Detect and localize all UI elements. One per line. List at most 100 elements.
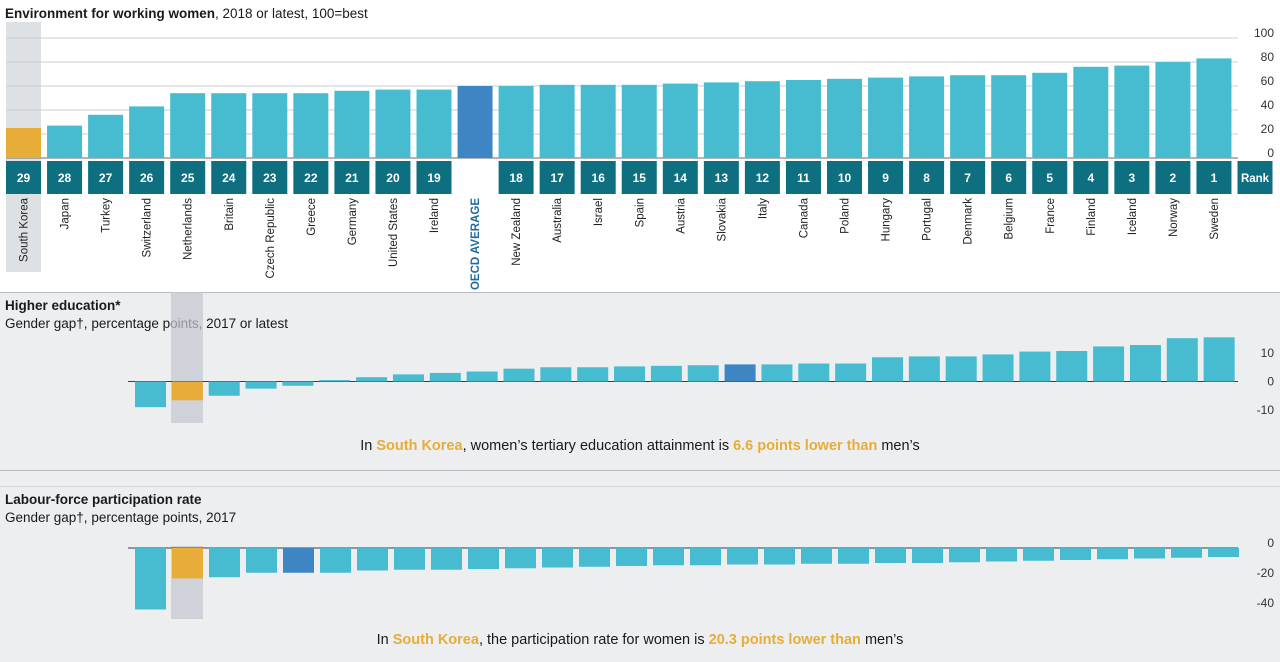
rank-box: [6, 161, 41, 194]
higher-education-panel: Higher education* Gender gap†, percentag…: [0, 292, 1280, 470]
bar: [798, 363, 830, 382]
rank-box: [1114, 161, 1150, 194]
y-tick-label: -10: [1257, 403, 1275, 417]
rank-box: [334, 161, 370, 194]
rank-label: 2: [1170, 171, 1177, 185]
category-label: OECD AVERAGE: [470, 198, 482, 290]
bar: [908, 356, 940, 382]
bar: [170, 93, 206, 158]
rank-label: 25: [181, 171, 195, 185]
y-tick-label: 20: [1261, 122, 1275, 136]
category-label: Spain: [634, 198, 646, 227]
category-label: France: [1045, 198, 1057, 234]
rank-box: [909, 161, 945, 194]
y-tick-label: 100: [1254, 26, 1274, 40]
category-label: Denmark: [963, 198, 975, 245]
labour-note: In South Korea, the participation rate f…: [376, 632, 904, 648]
bar: [1019, 351, 1051, 382]
y-tick-label: 0: [1267, 536, 1274, 550]
labour-force-panel: Labour-force participation rate Gender g…: [0, 470, 1280, 662]
bar: [687, 365, 719, 382]
rank-box: [47, 161, 83, 194]
rank-label: 7: [964, 171, 971, 185]
rank-label: 23: [263, 171, 277, 185]
bar: [827, 78, 862, 158]
rank-box: [416, 161, 452, 194]
category-label: Austria: [675, 197, 687, 233]
rank-label: 20: [386, 171, 400, 185]
rank-label: 26: [140, 171, 154, 185]
y-tick-label: 60: [1261, 74, 1275, 88]
bar: [498, 86, 534, 158]
bar: [171, 381, 203, 401]
rank-label: 27: [99, 171, 113, 185]
category-label: Portugal: [922, 198, 934, 241]
rank-box: [170, 161, 206, 194]
rank-box: [744, 161, 780, 194]
chart1-title: Environment for working women, 2018 or l…: [5, 6, 368, 21]
bar: [1129, 345, 1161, 382]
bar: [872, 357, 903, 382]
rank-label: 6: [1005, 171, 1012, 185]
rank-box: [950, 161, 986, 194]
bar: [356, 377, 388, 382]
rank-box: [1155, 161, 1191, 194]
y-tick-label: -40: [1257, 596, 1275, 610]
bar: [135, 381, 166, 408]
bar: [6, 128, 41, 158]
bar: [505, 548, 536, 569]
y-tick-label: 0: [1267, 146, 1274, 160]
rank-box: [827, 161, 862, 194]
bar: [466, 371, 498, 382]
rank-box: [211, 161, 247, 194]
category-label: New Zealand: [511, 198, 523, 266]
bar: [392, 374, 424, 382]
rank-label: 21: [345, 171, 359, 185]
rank-label: 11: [797, 171, 810, 185]
bar: [283, 548, 314, 573]
category-label: Hungary: [881, 198, 893, 242]
bar: [986, 548, 1017, 562]
bar: [577, 367, 609, 382]
bar: [662, 83, 698, 158]
rank-label: 5: [1046, 171, 1053, 185]
category-label: Norway: [1168, 198, 1180, 237]
bar: [838, 548, 869, 564]
bar: [320, 548, 351, 573]
bar: [1060, 548, 1091, 560]
bar: [982, 354, 1014, 382]
bar: [208, 381, 240, 396]
bar: [246, 548, 277, 573]
rank-box: [129, 161, 165, 194]
bar: [945, 356, 977, 382]
bar: [540, 367, 572, 382]
bar: [1203, 337, 1235, 382]
environment-panel: Environment for working women, 2018 or l…: [0, 0, 1280, 292]
category-label: Sweden: [1209, 198, 1221, 240]
bar: [1114, 65, 1150, 158]
bar: [614, 366, 646, 382]
bar: [319, 380, 351, 382]
bar: [1155, 62, 1191, 158]
rank-box: [662, 161, 698, 194]
bar: [375, 89, 411, 158]
rank-box: [1032, 161, 1068, 194]
bar: [909, 76, 945, 158]
rank-box: [580, 161, 616, 194]
category-label: Ireland: [429, 198, 441, 233]
bar: [429, 372, 461, 382]
panel-divider-inner: [0, 486, 1280, 487]
category-label: Czech Republic: [265, 198, 277, 279]
education-note: In South Korea, women’s tertiary educati…: [360, 438, 920, 454]
bar: [764, 548, 795, 565]
chart2-subtitle: Gender gap†, percentage points, 2017 or …: [5, 316, 288, 331]
rank-box: [252, 161, 288, 194]
rank-box: [1196, 161, 1232, 194]
y-tick-label: 10: [1261, 346, 1275, 360]
category-label: Belgium: [1004, 198, 1016, 240]
category-label: Japan: [60, 198, 72, 229]
rank-label: 4: [1087, 171, 1094, 185]
category-label: Slovakia: [716, 197, 728, 241]
rank-label: 12: [756, 171, 770, 185]
